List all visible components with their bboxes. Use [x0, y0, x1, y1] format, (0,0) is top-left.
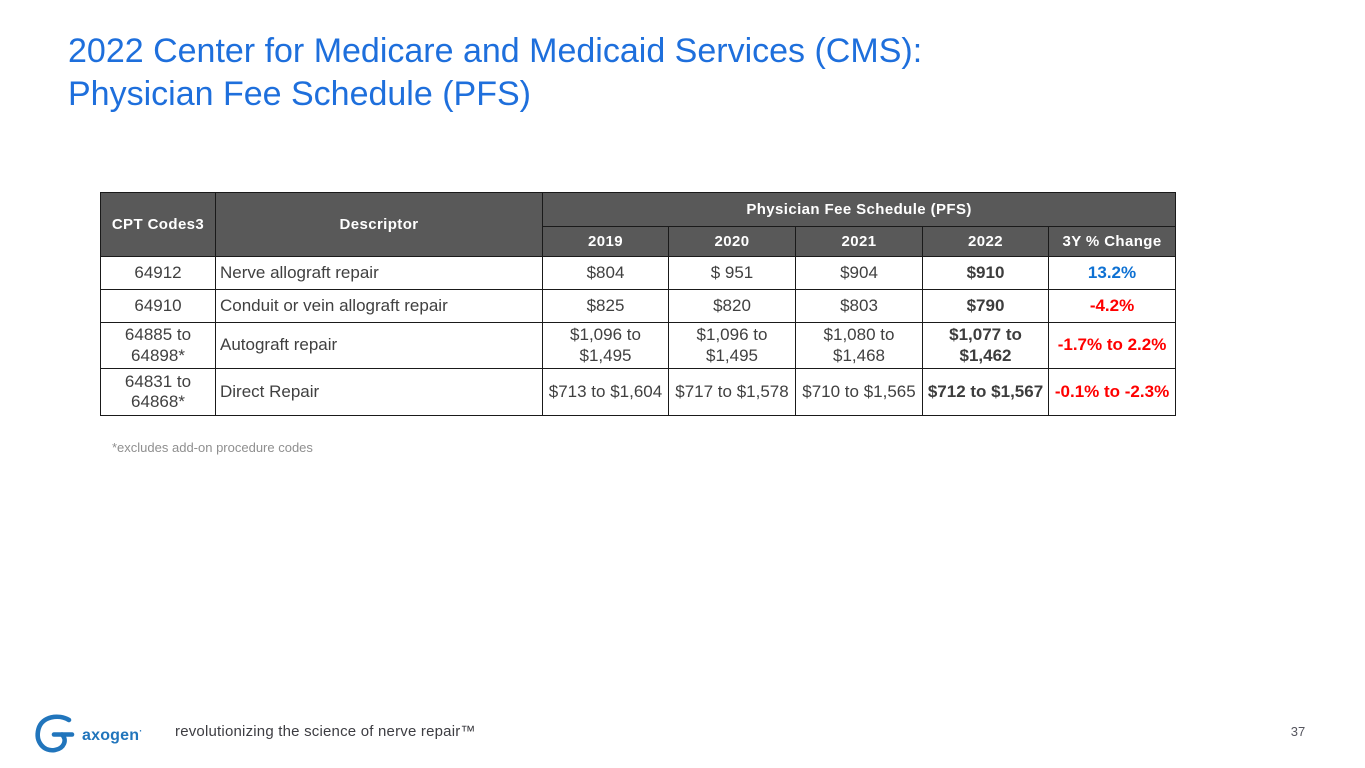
fee-2021-cell: $710 to $1,565	[795, 368, 923, 416]
fee-2020-cell: $ 951	[668, 256, 796, 290]
fee-2019-cell: $804	[542, 256, 669, 290]
title-line-1: 2022 Center for Medicare and Medicaid Se…	[68, 32, 923, 70]
change-cell: 13.2%	[1047, 256, 1177, 290]
descriptor-cell: Nerve allograft repair	[215, 256, 543, 290]
fee-2021-cell: $803	[795, 289, 923, 323]
fee-2021-cell: $904	[795, 256, 923, 290]
table-row: 64831 to 64868* Direct Repair $713 to $1…	[100, 368, 1177, 416]
change-cell: -4.2%	[1047, 289, 1177, 323]
descriptor-cell: Direct Repair	[215, 368, 543, 416]
cpt-code-cell: 64885 to 64898*	[100, 322, 216, 369]
logo-reg-mark: ·	[139, 726, 143, 736]
footer-tagline: revolutionizing the science of nerve rep…	[175, 723, 476, 740]
cpt-code-cell: 64831 to 64868*	[100, 368, 216, 416]
fee-2020-cell: $1,096 to $1,495	[668, 322, 796, 369]
fee-2019-cell: $713 to $1,604	[542, 368, 669, 416]
fee-2019-cell: $825	[542, 289, 669, 323]
fee-schedule-table: CPT Codes3 Descriptor Physician Fee Sche…	[100, 192, 1177, 416]
fee-2022-cell: $712 to $1,567	[922, 368, 1049, 416]
column-header-2021: 2021	[795, 226, 923, 257]
logo-text: axogen	[82, 727, 140, 744]
column-group-header-pfs: Physician Fee Schedule (PFS)	[541, 192, 1177, 227]
change-cell: -1.7% to 2.2%	[1047, 322, 1177, 369]
fee-2022-cell: $910	[922, 256, 1049, 290]
title-line-2: Physician Fee Schedule (PFS)	[68, 74, 531, 113]
page-title: 2022 Center for Medicare and Medicaid Se…	[68, 30, 922, 116]
table-footnote: *excludes add-on procedure codes	[112, 440, 313, 455]
page-number: 37	[1290, 724, 1306, 739]
column-header-2019: 2019	[542, 226, 669, 257]
table-row: 64912 Nerve allograft repair $804 $ 951 …	[100, 256, 1177, 290]
axogen-logo-icon	[35, 714, 75, 753]
column-header-2022: 2022	[922, 226, 1049, 257]
descriptor-cell: Conduit or vein allograft repair	[215, 289, 543, 323]
table-body: 64912 Nerve allograft repair $804 $ 951 …	[100, 256, 1177, 416]
fee-2022-cell: $790	[922, 289, 1049, 323]
axogen-logo: axogen·	[31, 713, 181, 755]
axogen-wordmark: axogen·	[82, 726, 142, 745]
table-row: 64910 Conduit or vein allograft repair $…	[100, 289, 1177, 323]
change-cell: -0.1% to -2.3%	[1047, 368, 1177, 416]
fee-2020-cell: $820	[668, 289, 796, 323]
column-header-3y-change: 3Y % Change	[1047, 226, 1177, 257]
column-header-cpt-codes: CPT Codes3	[100, 192, 216, 257]
fee-2022-cell: $1,077 to $1,462	[922, 322, 1049, 369]
descriptor-cell: Autograft repair	[215, 322, 543, 369]
cpt-code-cell: 64912	[100, 256, 216, 290]
column-header-descriptor: Descriptor	[215, 192, 543, 257]
fee-2020-cell: $717 to $1,578	[668, 368, 796, 416]
table-row: 64885 to 64898* Autograft repair $1,096 …	[100, 322, 1177, 369]
column-header-2020: 2020	[668, 226, 796, 257]
fee-2021-cell: $1,080 to $1,468	[795, 322, 923, 369]
table-header: CPT Codes3 Descriptor Physician Fee Sche…	[100, 192, 1177, 257]
fee-2019-cell: $1,096 to $1,495	[542, 322, 669, 369]
cpt-code-cell: 64910	[100, 289, 216, 323]
